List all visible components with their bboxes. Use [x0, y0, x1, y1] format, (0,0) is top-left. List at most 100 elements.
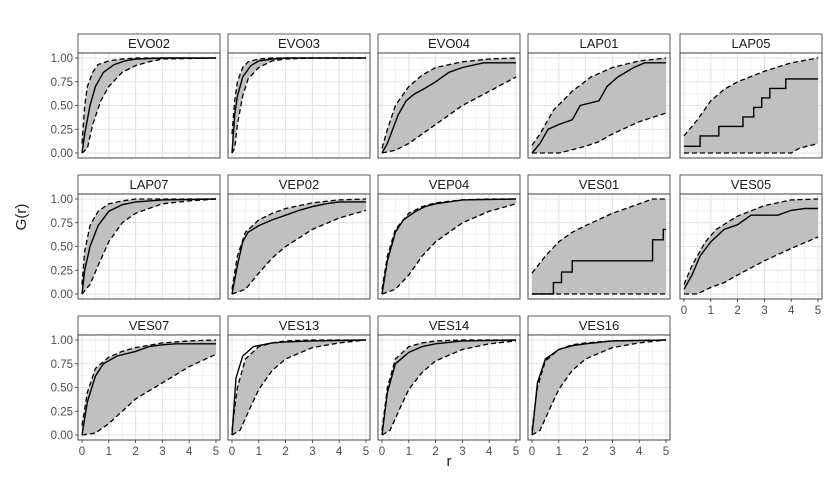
panel-border	[377, 193, 521, 300]
y-tick-label: 0.75	[51, 77, 73, 89]
upper-envelope-line	[81, 339, 217, 426]
panel-ves13: VES13 0 1 2 3 4 5	[227, 315, 371, 458]
y-tick-label: 1.00	[51, 53, 73, 65]
lower-envelope-line	[231, 339, 367, 436]
envelope-band	[684, 199, 818, 294]
x-tick-label: 1	[708, 305, 714, 317]
panel-border	[377, 334, 521, 441]
panel-border	[227, 334, 371, 441]
x-tick-label: 3	[609, 446, 615, 458]
x-tick-label: 4	[486, 446, 493, 458]
envelope-band	[382, 58, 516, 153]
x-tick-label: 2	[582, 446, 588, 458]
panel-title: VES07	[129, 318, 169, 333]
upper-envelope-line	[81, 198, 216, 285]
x-tick-label: 3	[309, 446, 315, 458]
panel-title: VES14	[429, 318, 469, 333]
y-tick-label: 0.00	[51, 430, 73, 442]
panel-title: VES16	[579, 318, 619, 333]
x-tick-label: 3	[459, 446, 465, 458]
x-tick-label: 5	[213, 446, 219, 458]
lower-envelope-line	[381, 203, 517, 295]
panel-border	[527, 334, 671, 441]
x-tick-label: 0	[379, 446, 385, 458]
envelope-band	[684, 58, 818, 153]
panel-border	[377, 52, 521, 159]
x-tick-label: 0	[229, 446, 235, 458]
envelope-band	[232, 58, 366, 153]
lower-envelope-line	[231, 209, 367, 295]
panel-border	[679, 193, 823, 300]
x-tick-label: 1	[406, 446, 412, 458]
y-tick-label: 0.00	[51, 148, 73, 160]
observed-line	[231, 57, 366, 154]
upper-envelope-line	[683, 57, 819, 137]
observed-line	[683, 207, 818, 290]
panel-title: VES05	[731, 177, 771, 192]
x-tick-label: 2	[132, 446, 138, 458]
x-tick-label: 2	[734, 305, 740, 317]
y-tick-label: 0.25	[51, 406, 73, 418]
panel-ves16: VES16 0 1 2 3 4 5	[527, 315, 671, 458]
panel-title: EVO02	[128, 36, 170, 51]
panel-border	[227, 193, 371, 300]
y-tick-label: 0.50	[51, 101, 73, 113]
panel-border	[227, 52, 371, 159]
panel-title: VES13	[279, 318, 319, 333]
observed-line	[684, 78, 818, 147]
y-tick-label: 1.00	[51, 194, 73, 206]
x-tick-label: 4	[186, 446, 193, 458]
x-tick-label: 0	[529, 446, 535, 458]
panel-title: VEP04	[429, 177, 469, 192]
upper-envelope-line	[81, 57, 216, 144]
x-tick-label: 3	[761, 305, 767, 317]
panel-title: LAP05	[731, 36, 770, 51]
envelope-band	[532, 199, 666, 294]
panel-border	[679, 52, 823, 159]
x-tick-label: 1	[556, 446, 562, 458]
facet-panels: EVO02 0.00 0.25 0.50 0.75 1.00 EVO03 EVO04 LAP01…	[51, 33, 823, 458]
lower-envelope-line	[231, 57, 366, 154]
upper-envelope-line	[381, 57, 517, 149]
x-tick-label: 4	[788, 305, 795, 317]
x-tick-label: 0	[79, 446, 85, 458]
x-tick-label: 2	[432, 446, 438, 458]
envelope-band	[382, 199, 516, 294]
observed-line	[381, 62, 516, 154]
y-tick-label: 0.50	[51, 242, 73, 254]
panel-lap07: LAP07 0.00 0.25 0.50 0.75 1.00	[51, 174, 221, 301]
panel-title: EVO04	[428, 36, 470, 51]
x-axis-title: r	[447, 453, 452, 470]
panel-lap01: LAP01	[527, 33, 671, 159]
upper-envelope-line	[531, 57, 667, 146]
x-tick-label: 2	[282, 446, 288, 458]
panel-title: EVO03	[278, 36, 320, 51]
lower-envelope-line	[531, 339, 667, 436]
upper-envelope-line	[231, 57, 366, 135]
panel-vep04: VEP04	[377, 174, 521, 300]
x-tick-label: 5	[815, 305, 821, 317]
y-tick-label: 0.25	[51, 124, 73, 136]
y-axis-title: G(r)	[13, 204, 30, 231]
panel-title: LAP01	[579, 36, 618, 51]
panel-evo02: EVO02 0.00 0.25 0.50 0.75 1.00	[51, 33, 221, 160]
upper-envelope-line	[531, 198, 666, 274]
lower-envelope-line	[81, 353, 217, 436]
x-tick-label: 5	[513, 446, 519, 458]
envelope-band	[82, 199, 216, 294]
upper-envelope-line	[381, 339, 516, 431]
x-tick-label: 3	[159, 446, 165, 458]
envelope-band	[82, 340, 216, 435]
x-tick-label: 5	[663, 446, 669, 458]
y-tick-label: 0.75	[51, 218, 73, 230]
panel-border	[527, 52, 671, 159]
panel-title: VES01	[579, 177, 619, 192]
upper-envelope-line	[683, 198, 819, 285]
x-tick-label: 4	[336, 446, 343, 458]
x-tick-label: 1	[256, 446, 262, 458]
x-tick-label: 5	[363, 446, 369, 458]
y-tick-label: 1.00	[51, 335, 73, 347]
envelope-band	[382, 340, 516, 435]
